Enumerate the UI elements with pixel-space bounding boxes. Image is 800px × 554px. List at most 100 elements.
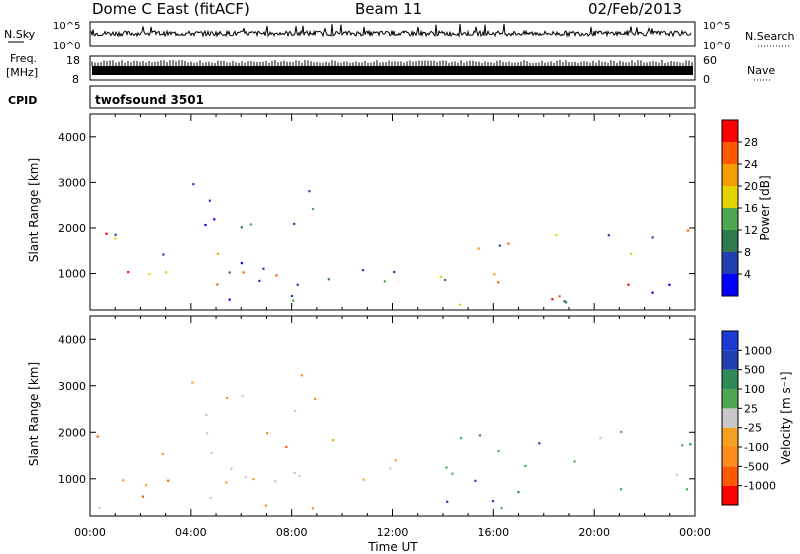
range-time-cell — [555, 233, 558, 237]
range-time-cell — [551, 298, 554, 301]
cpid-label: CPID — [8, 94, 37, 107]
range-time-cell — [252, 478, 255, 481]
nsearch-label: N.Search — [745, 30, 795, 43]
range-time-cell — [361, 269, 365, 272]
colorbar-tick-label: 25 — [744, 402, 758, 415]
colorbar-swatch — [722, 485, 738, 505]
range-time-cell — [517, 491, 520, 494]
range-time-cell — [226, 396, 229, 399]
freq-top-tick: 18 — [66, 54, 80, 67]
range-time-cell — [497, 450, 500, 453]
range-time-cell — [192, 183, 195, 186]
range-time-cell — [167, 479, 170, 482]
range-time-cell — [599, 437, 602, 440]
range-time-cell — [393, 270, 396, 274]
range-time-cell — [216, 252, 219, 255]
velocity-y-axis-label: Slant Range [km] — [27, 362, 41, 466]
range-time-cell — [294, 409, 297, 413]
range-time-cell — [206, 432, 209, 435]
range-time-cell — [563, 300, 566, 303]
range-time-cell — [620, 430, 623, 433]
range-time-cell — [493, 273, 496, 276]
colorbar-tick-label: 28 — [744, 136, 758, 149]
cpid-strip: CPID twofsound 3501 — [8, 85, 696, 109]
colorbar-swatch — [722, 331, 738, 351]
range-time-cell — [332, 439, 335, 442]
x-tick-label: 04:00 — [175, 526, 207, 539]
range-time-cell — [492, 500, 495, 503]
range-time-cell — [564, 301, 568, 304]
power-colorbar-label: Power [dB] — [758, 175, 772, 240]
range-time-cell — [327, 278, 330, 281]
range-time-cell — [127, 271, 130, 274]
range-time-cell — [96, 435, 99, 438]
range-time-cell — [444, 278, 447, 282]
range-time-cell — [500, 507, 503, 510]
range-time-cell — [308, 190, 311, 193]
velocity-colorbar: -1000 -500 -100 -25 25 100 500 1000 Velocity [m… — [721, 330, 793, 506]
range-time-cell — [498, 244, 501, 247]
y-tick-label: 3000 — [58, 380, 86, 393]
colorbar-tick-label: -1000 — [744, 480, 776, 493]
colorbar-swatch — [722, 350, 738, 370]
y-tick-label: 1000 — [58, 473, 86, 486]
range-time-cell — [300, 374, 303, 377]
cpid-value: twofsound 3501 — [95, 93, 204, 107]
nave-top-tick: 60 — [703, 54, 717, 67]
range-time-cell — [445, 466, 448, 469]
colorbar-tick-label: 16 — [744, 202, 758, 215]
range-time-cell — [312, 507, 315, 510]
range-time-cell — [651, 291, 654, 294]
range-time-cell — [292, 299, 295, 302]
range-time-cell — [216, 283, 219, 286]
range-time-cell — [383, 280, 386, 283]
freq-trace — [91, 60, 693, 66]
nsky-bottom-tick: 10^0 — [53, 41, 80, 52]
power-scatter-cells — [105, 183, 690, 306]
range-time-cell — [148, 273, 151, 276]
range-time-cell — [573, 460, 576, 463]
colorbar-tick-label: 1000 — [744, 344, 772, 357]
range-time-cell — [205, 413, 208, 416]
colorbar-tick-label: 8 — [744, 246, 751, 259]
velocity-colorbar-label: Velocity [m s⁻¹] — [779, 371, 793, 464]
range-time-cell — [274, 480, 277, 483]
x-tick-label: 00:00 — [679, 526, 711, 539]
range-time-cell — [389, 467, 392, 470]
colorbar-tick-label: 500 — [744, 364, 765, 377]
colorbar-swatch — [722, 427, 738, 447]
colorbar-tick-label: 20 — [744, 180, 758, 193]
range-time-cell — [209, 496, 212, 499]
date-title: 02/Feb/2013 — [588, 0, 682, 18]
velocity-y-ticks: 1000 2000 3000 4000 — [58, 333, 695, 486]
range-time-cell — [607, 234, 610, 237]
range-time-cell — [497, 281, 500, 284]
colorbar-swatch — [722, 369, 738, 389]
power-colorbar: 4 8 12 16 20 24 28 Power [dB] — [721, 119, 772, 297]
range-time-cell — [451, 472, 454, 475]
nave-label: Nave — [747, 64, 775, 77]
colorbar-swatch — [722, 120, 738, 142]
freq-unit-label: [MHz] — [6, 66, 38, 79]
range-time-cell — [313, 397, 317, 400]
range-time-cell — [293, 222, 296, 225]
range-time-cell — [651, 236, 654, 239]
nsearch-bottom-tick: 10^0 — [703, 41, 730, 52]
range-time-cell — [439, 275, 442, 279]
x-tick-label: 00:00 — [74, 526, 106, 539]
colorbar-swatch — [722, 208, 738, 230]
freq-bottom-tick: 8 — [72, 73, 79, 86]
nsky-trace — [90, 23, 692, 38]
range-time-cell — [144, 484, 148, 487]
range-time-cell — [208, 199, 211, 202]
y-tick-label: 2000 — [58, 426, 86, 439]
power-y-ticks: 1000 2000 3000 4000 — [58, 131, 695, 281]
nsky-strip: N.Sky 10^5 10^0 10^5 10^0 N.Search — [4, 21, 795, 52]
range-time-cell — [244, 476, 247, 479]
x-tick-label: 20:00 — [578, 526, 610, 539]
colorbar-tick-label: -500 — [744, 460, 769, 473]
range-time-cell — [290, 294, 293, 298]
y-tick-label: 1000 — [58, 268, 86, 281]
beam-title: Beam 11 — [355, 0, 423, 18]
